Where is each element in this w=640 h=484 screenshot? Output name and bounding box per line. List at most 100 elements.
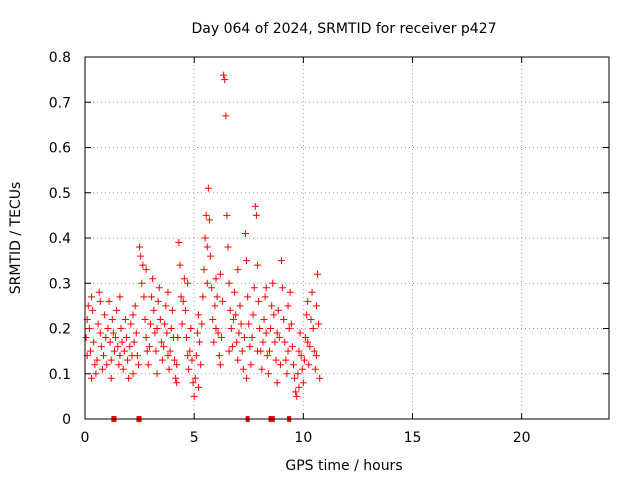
data-point bbox=[260, 315, 268, 323]
data-point bbox=[130, 338, 138, 346]
data-point bbox=[276, 361, 284, 369]
y-tick-label: 0.2 bbox=[49, 322, 71, 338]
data-point bbox=[147, 320, 154, 328]
data-point bbox=[149, 275, 157, 283]
data-point bbox=[220, 71, 228, 79]
data-point bbox=[137, 252, 145, 260]
data-point bbox=[120, 347, 128, 355]
data-point bbox=[101, 311, 109, 319]
data-point bbox=[239, 365, 247, 373]
data-point bbox=[304, 297, 312, 305]
data-point bbox=[157, 338, 165, 346]
data-point bbox=[259, 338, 267, 346]
data-point bbox=[131, 302, 139, 310]
data-point bbox=[181, 306, 189, 314]
data-point bbox=[286, 288, 294, 296]
data-point bbox=[224, 243, 232, 251]
data-point bbox=[155, 284, 163, 292]
data-point bbox=[162, 302, 170, 310]
data-point bbox=[119, 365, 127, 373]
data-point bbox=[228, 343, 236, 351]
data-point bbox=[235, 329, 243, 337]
data-point bbox=[261, 293, 269, 301]
data-point bbox=[143, 347, 151, 355]
y-axis-label: SRMTID / TECUs bbox=[8, 182, 24, 295]
data-point bbox=[82, 334, 90, 342]
data-point bbox=[310, 347, 318, 355]
data-point bbox=[205, 216, 213, 224]
y-tick-label: 0.4 bbox=[49, 231, 71, 247]
data-point bbox=[305, 361, 313, 369]
data-point bbox=[117, 325, 125, 332]
data-point bbox=[179, 297, 187, 305]
grid bbox=[85, 57, 609, 419]
data-point bbox=[161, 320, 169, 328]
data-point bbox=[202, 211, 210, 219]
data-point bbox=[199, 293, 207, 301]
data-point bbox=[145, 343, 153, 351]
data-point bbox=[203, 279, 211, 287]
data-point bbox=[265, 347, 273, 355]
data-point bbox=[234, 356, 242, 364]
data-point bbox=[186, 347, 194, 355]
data-point bbox=[221, 76, 229, 84]
data-point bbox=[312, 352, 320, 360]
data-point bbox=[148, 293, 156, 301]
data-point bbox=[314, 270, 322, 278]
data-point bbox=[90, 338, 98, 346]
data-point bbox=[212, 275, 220, 283]
data-point bbox=[193, 329, 201, 337]
data-point bbox=[225, 279, 233, 287]
data-point bbox=[278, 257, 285, 265]
data-point bbox=[293, 392, 301, 400]
data-point bbox=[247, 361, 255, 369]
data-point bbox=[271, 338, 279, 346]
data-point bbox=[304, 338, 312, 346]
data-point bbox=[175, 239, 183, 247]
data-point bbox=[204, 184, 212, 192]
data-point bbox=[154, 297, 162, 305]
data-point bbox=[238, 347, 246, 355]
data-point bbox=[124, 356, 132, 364]
data-point bbox=[153, 325, 161, 332]
data-point bbox=[156, 315, 164, 323]
data-point bbox=[216, 361, 224, 369]
data-point bbox=[185, 365, 193, 373]
data-point bbox=[166, 347, 174, 355]
data-point bbox=[258, 365, 266, 373]
data-point bbox=[176, 261, 184, 269]
data-point bbox=[263, 352, 271, 360]
data-point bbox=[253, 261, 261, 269]
data-point bbox=[122, 334, 130, 342]
data-point bbox=[178, 320, 186, 328]
data-point bbox=[197, 361, 205, 369]
y-tick-label: 0.6 bbox=[49, 141, 71, 157]
data-point bbox=[306, 343, 314, 351]
data-point bbox=[109, 329, 117, 337]
data-point bbox=[264, 370, 272, 378]
data-point bbox=[262, 284, 270, 292]
data-point bbox=[244, 293, 252, 301]
x-tick-label: 10 bbox=[294, 430, 312, 446]
data-point bbox=[312, 302, 320, 310]
data-point bbox=[153, 370, 161, 378]
data-point bbox=[188, 356, 196, 364]
data-point bbox=[226, 306, 234, 314]
data-point bbox=[133, 352, 141, 360]
data-point bbox=[297, 352, 305, 360]
data-point bbox=[219, 297, 227, 305]
data-point bbox=[280, 315, 288, 323]
data-point bbox=[222, 112, 230, 120]
data-point bbox=[282, 356, 290, 364]
data-point bbox=[184, 352, 192, 360]
y-tick-label: 0 bbox=[62, 412, 71, 428]
data-point bbox=[121, 315, 129, 323]
data-point bbox=[308, 288, 316, 296]
data-point bbox=[255, 297, 263, 305]
data-point bbox=[291, 374, 299, 382]
data-point bbox=[299, 379, 307, 387]
data-point bbox=[103, 361, 111, 369]
data-point bbox=[183, 334, 191, 342]
data-point bbox=[252, 211, 260, 219]
data-point bbox=[139, 261, 147, 269]
